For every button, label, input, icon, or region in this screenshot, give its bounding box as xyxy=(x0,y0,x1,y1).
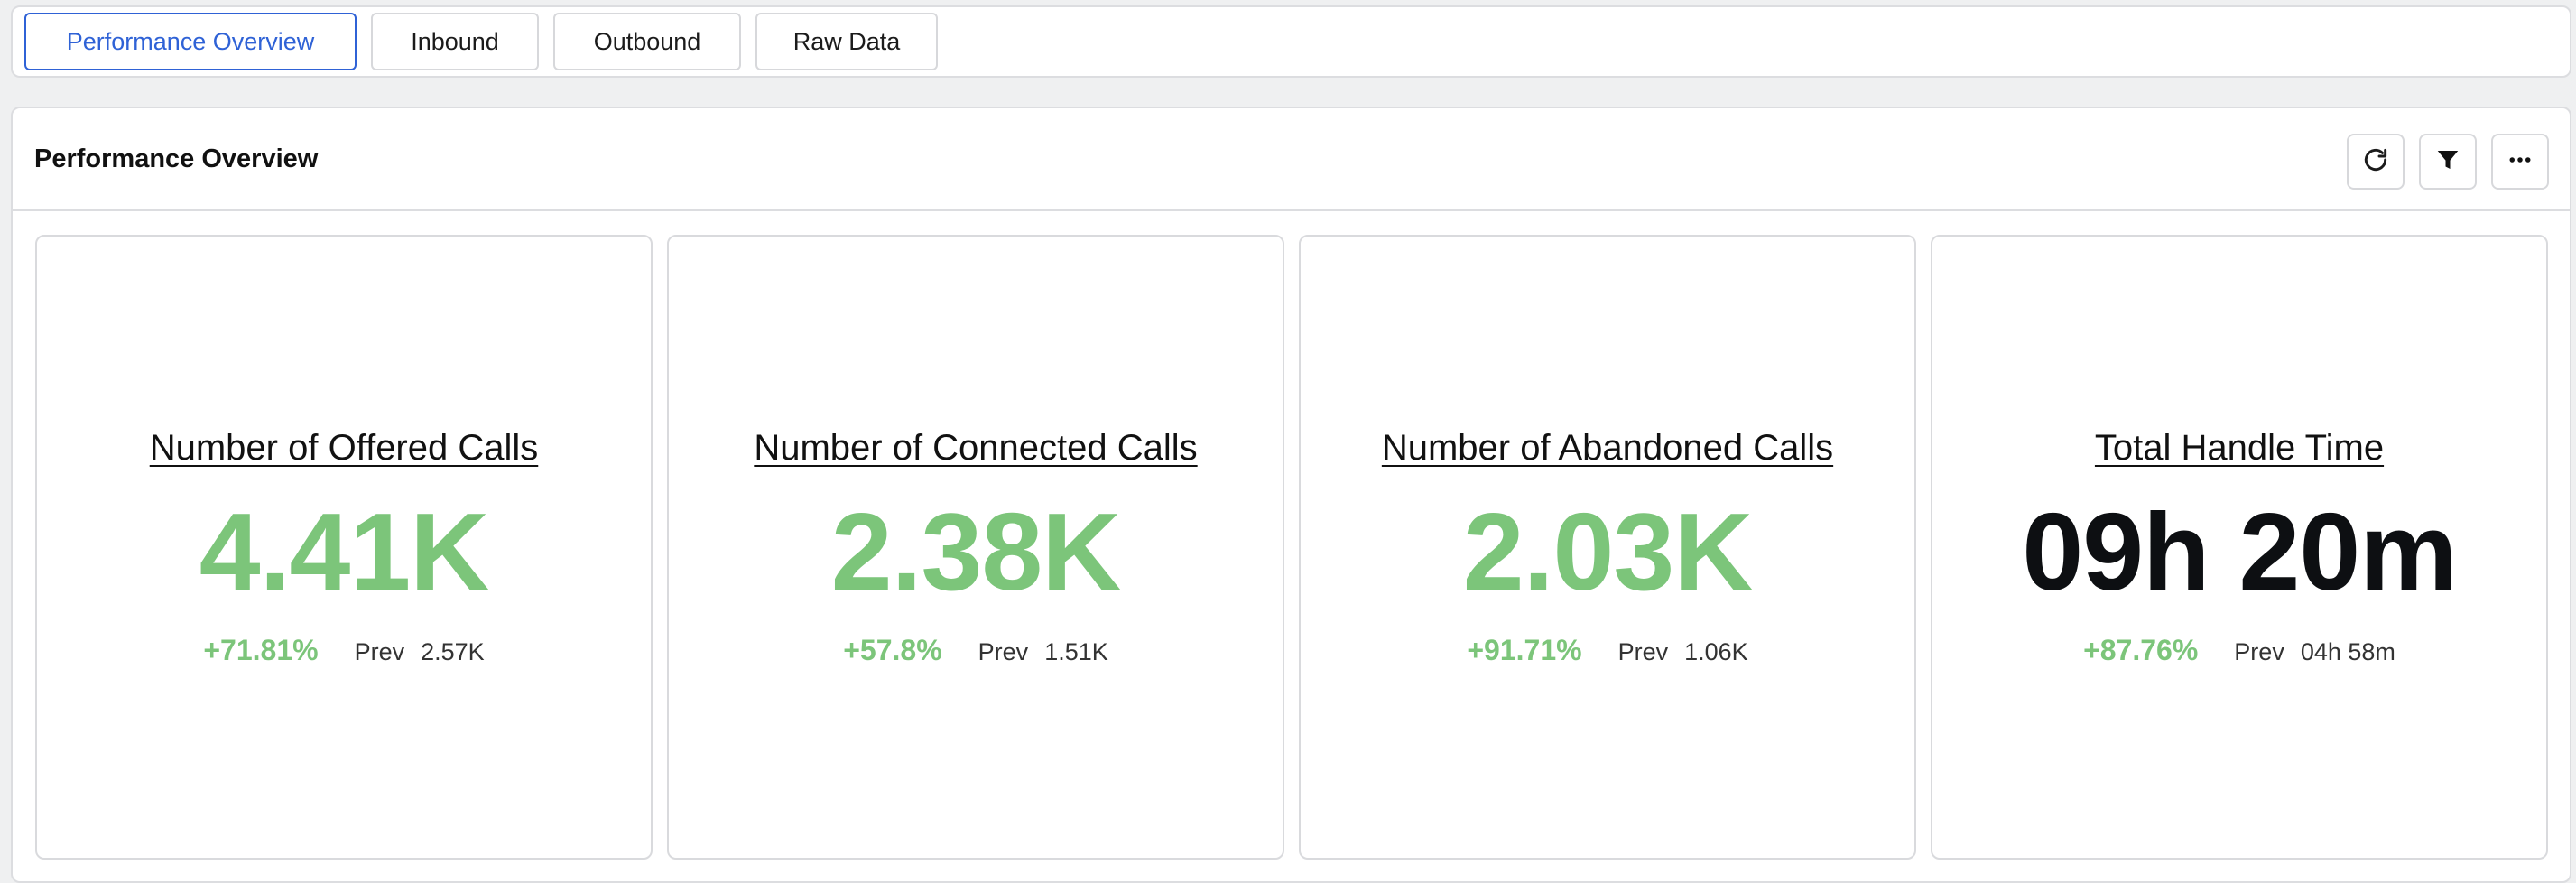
kpi-delta: +57.8% xyxy=(843,634,942,666)
tab-raw-data[interactable]: Raw Data xyxy=(755,13,938,70)
kpi-prev-value: 04h 58m xyxy=(2300,638,2395,665)
kpi-title[interactable]: Number of Connected Calls xyxy=(754,428,1198,468)
kpi-value: 4.41K xyxy=(199,490,490,613)
kpi-title[interactable]: Total Handle Time xyxy=(2094,428,2385,468)
panel-header: Performance Overview xyxy=(13,108,2570,211)
kpi-prev-label: Prev xyxy=(978,638,1029,665)
kpi-prev-value: 2.57K xyxy=(421,638,485,665)
kpi-card-abandoned-calls: Number of Abandoned Calls 2.03K +91.71% … xyxy=(1299,235,1916,860)
tab-outbound[interactable]: Outbound xyxy=(553,13,741,70)
kpi-delta: +71.81% xyxy=(203,634,319,666)
kpi-prev-value: 1.51K xyxy=(1044,638,1108,665)
kpi-prev-label: Prev xyxy=(354,638,405,665)
kpi-value: 2.38K xyxy=(830,490,1122,613)
tab-performance-overview[interactable]: Performance Overview xyxy=(24,13,357,70)
kpi-comparison: +91.71% Prev 1.06K xyxy=(1301,634,1914,667)
refresh-icon xyxy=(2361,145,2390,179)
kpi-card-offered-calls: Number of Offered Calls 4.41K +71.81% Pr… xyxy=(35,235,653,860)
kpi-comparison: +71.81% Prev 2.57K xyxy=(37,634,651,667)
more-icon xyxy=(2507,146,2534,178)
kpi-card-connected-calls: Number of Connected Calls 2.38K +57.8% P… xyxy=(667,235,1284,860)
kpi-prev-label: Prev xyxy=(1617,638,1669,665)
refresh-button[interactable] xyxy=(2347,134,2405,190)
filter-button[interactable] xyxy=(2419,134,2477,190)
tab-bar: Performance Overview Inbound Outbound Ra… xyxy=(11,5,2571,78)
filter-icon xyxy=(2434,146,2461,178)
kpi-comparison: +57.8% Prev 1.51K xyxy=(669,634,1283,667)
more-options-button[interactable] xyxy=(2491,134,2549,190)
kpi-prev-value: 1.06K xyxy=(1684,638,1748,665)
kpi-title[interactable]: Number of Offered Calls xyxy=(149,428,539,468)
kpi-delta: +91.71% xyxy=(1467,634,1582,666)
tab-inbound[interactable]: Inbound xyxy=(371,13,539,70)
kpi-card-total-handle-time: Total Handle Time 09h 20m +87.76% Prev 0… xyxy=(1931,235,2548,860)
panel-title: Performance Overview xyxy=(34,144,319,173)
performance-panel: Performance Overview xyxy=(11,107,2571,883)
kpi-delta: +87.76% xyxy=(2083,634,2199,666)
kpi-title[interactable]: Number of Abandoned Calls xyxy=(1381,428,1834,468)
kpi-value: 2.03K xyxy=(1462,490,1754,613)
kpi-prev-label: Prev xyxy=(2234,638,2284,665)
kpi-value: 09h 20m xyxy=(2022,490,2457,613)
kpi-comparison: +87.76% Prev 04h 58m xyxy=(1932,634,2546,667)
